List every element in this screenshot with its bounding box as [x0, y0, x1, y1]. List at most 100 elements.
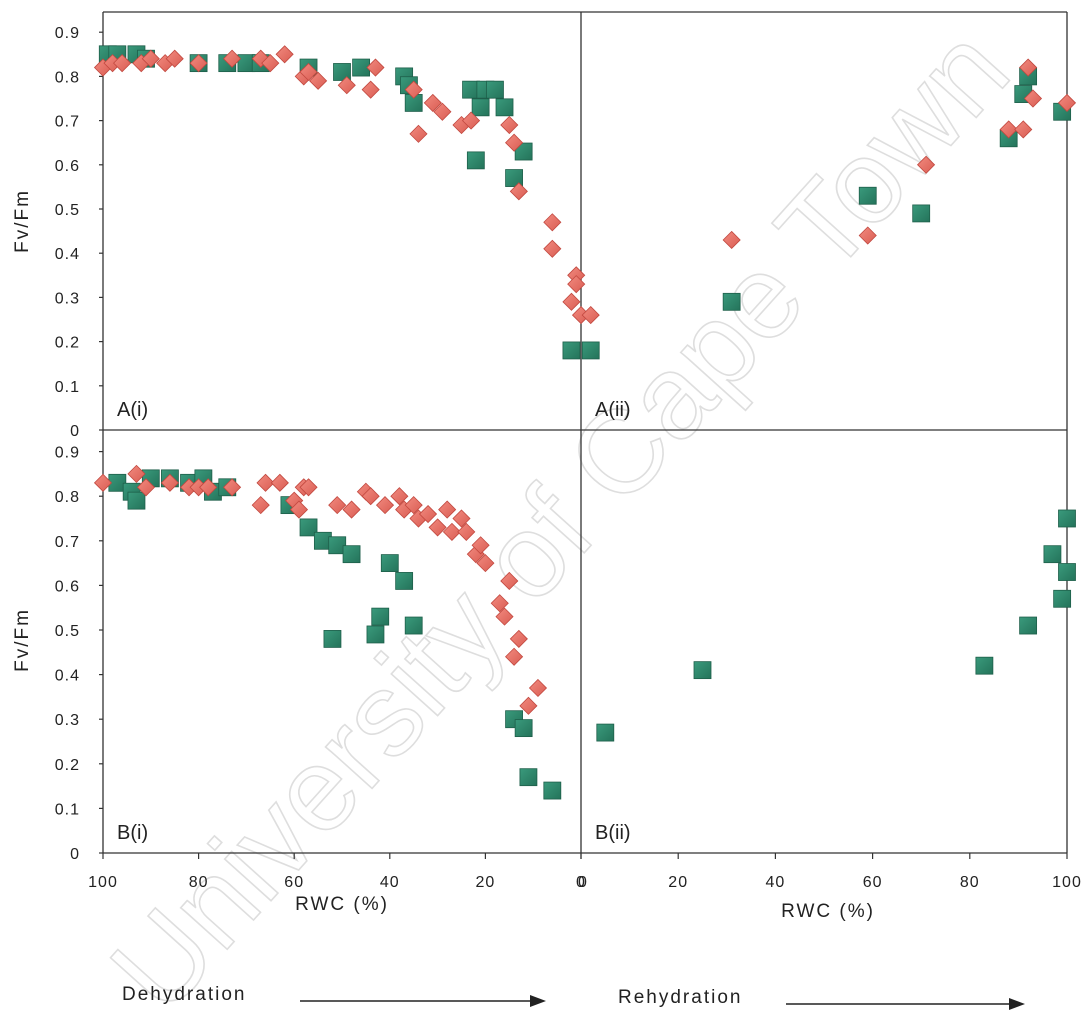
y-tick-label: 0.2	[55, 335, 80, 352]
diamond-marker	[361, 80, 380, 99]
diamond-marker	[93, 473, 113, 492]
diamond-marker	[160, 473, 179, 492]
y-axis-label-top: Fv/Fm	[12, 189, 33, 253]
watermark: University of Cape Town	[85, 3, 1035, 1014]
rehydration-label: Rehydration	[618, 987, 742, 1008]
y-tick-label: 0	[70, 423, 80, 440]
square-marker	[1058, 509, 1076, 528]
square-marker	[519, 768, 538, 787]
square-marker	[333, 63, 351, 81]
x-tick-label: 0	[576, 874, 586, 891]
panel-label: A(i)	[117, 399, 148, 421]
x-tick-label: 20	[668, 874, 688, 891]
square-marker	[328, 536, 347, 555]
diamond-marker	[366, 58, 385, 77]
diamond-marker	[404, 80, 423, 99]
x-tick-label: 60	[284, 874, 304, 891]
diamond-marker	[337, 76, 356, 95]
diamond-marker	[141, 49, 160, 68]
diamond-marker	[490, 594, 509, 613]
diamond-marker	[299, 478, 318, 497]
square-marker	[395, 572, 414, 590]
square-marker	[342, 545, 361, 564]
square-marker	[371, 607, 390, 626]
diamond-marker	[509, 182, 528, 201]
square-marker	[299, 518, 318, 537]
diamond-marker	[528, 678, 548, 698]
diamond-marker	[165, 49, 184, 68]
square-marker	[596, 723, 615, 742]
square-marker	[380, 554, 399, 572]
diamond-marker	[189, 54, 208, 73]
diamond-marker	[328, 496, 347, 515]
x-tick-label: 80	[960, 874, 980, 891]
diamond-marker	[423, 93, 442, 112]
diamond-marker	[375, 496, 395, 515]
panel-label: B(i)	[117, 822, 148, 844]
watermark-text: University of Cape Town	[86, 4, 1034, 1014]
square-marker	[505, 169, 523, 187]
y-tick-label: 0.2	[55, 757, 80, 774]
dehydration-label: Dehydration	[122, 984, 246, 1005]
square-marker	[466, 151, 485, 170]
panel-label: B(ii)	[595, 822, 631, 844]
diamond-marker	[342, 500, 361, 519]
y-tick-label: 0.6	[55, 578, 80, 595]
y-tick-label: 0.9	[55, 25, 80, 42]
y-tick-label: 0.1	[55, 379, 80, 396]
x-axis-label-dehydration: RWC (%)	[295, 894, 389, 915]
y-tick-label: 0	[70, 846, 80, 863]
data-points: A(i) A(ii) B(i) B(ii)	[93, 45, 1077, 844]
diamond-marker	[500, 571, 519, 591]
diamond-marker	[127, 464, 146, 483]
y-tick-label: 0.3	[55, 712, 80, 729]
diamond-marker	[361, 487, 380, 506]
diamond-marker	[222, 478, 242, 497]
diamond-marker	[299, 62, 318, 82]
x-tick-label: 100	[1052, 874, 1082, 891]
diamond-marker	[505, 133, 524, 152]
y-tick-label: 0.4	[55, 668, 80, 685]
diamond-marker	[858, 226, 877, 245]
rehydration-arrow	[786, 998, 1025, 1010]
square-marker	[514, 719, 533, 738]
diamond-marker	[1019, 58, 1038, 77]
diamond-marker	[722, 230, 741, 250]
y-tick-label: 0.1	[55, 801, 80, 818]
diamond-marker	[428, 518, 447, 537]
diamond-marker	[309, 71, 328, 90]
diamond-marker	[1014, 120, 1033, 139]
x-tick-label: 20	[476, 874, 496, 891]
diamond-marker	[199, 478, 218, 497]
x-tick-label: 80	[189, 874, 209, 891]
square-marker	[127, 491, 146, 510]
diamond-marker	[275, 45, 294, 64]
diamond-marker	[543, 239, 562, 258]
y-tick-label: 0.9	[55, 445, 80, 462]
diamond-marker	[433, 102, 452, 121]
diamond-marker	[270, 473, 289, 492]
diamond-marker	[438, 500, 457, 519]
diamond-marker	[543, 213, 562, 232]
y-tick-label: 0.8	[55, 69, 80, 86]
square-marker	[486, 80, 504, 99]
square-marker	[693, 661, 712, 680]
diamond-marker	[916, 155, 936, 174]
square-marker	[562, 341, 581, 360]
square-marker	[1019, 616, 1038, 635]
square-marker	[471, 98, 490, 117]
diamond-marker	[404, 496, 423, 515]
diamond-marker	[581, 306, 600, 325]
y-tick-label: 0.7	[55, 114, 80, 131]
diamond-marker	[567, 275, 586, 294]
diamond-marker	[256, 473, 275, 492]
diamond-marker	[222, 49, 242, 68]
y-tick-label: 0.6	[55, 158, 80, 175]
diamond-marker	[442, 522, 462, 541]
panel-label: A(ii)	[595, 399, 631, 421]
square-marker	[543, 781, 562, 800]
diamond-marker	[409, 124, 428, 143]
square-marker	[975, 656, 994, 675]
y-tick-label: 0.5	[55, 202, 80, 219]
square-marker	[366, 625, 385, 644]
